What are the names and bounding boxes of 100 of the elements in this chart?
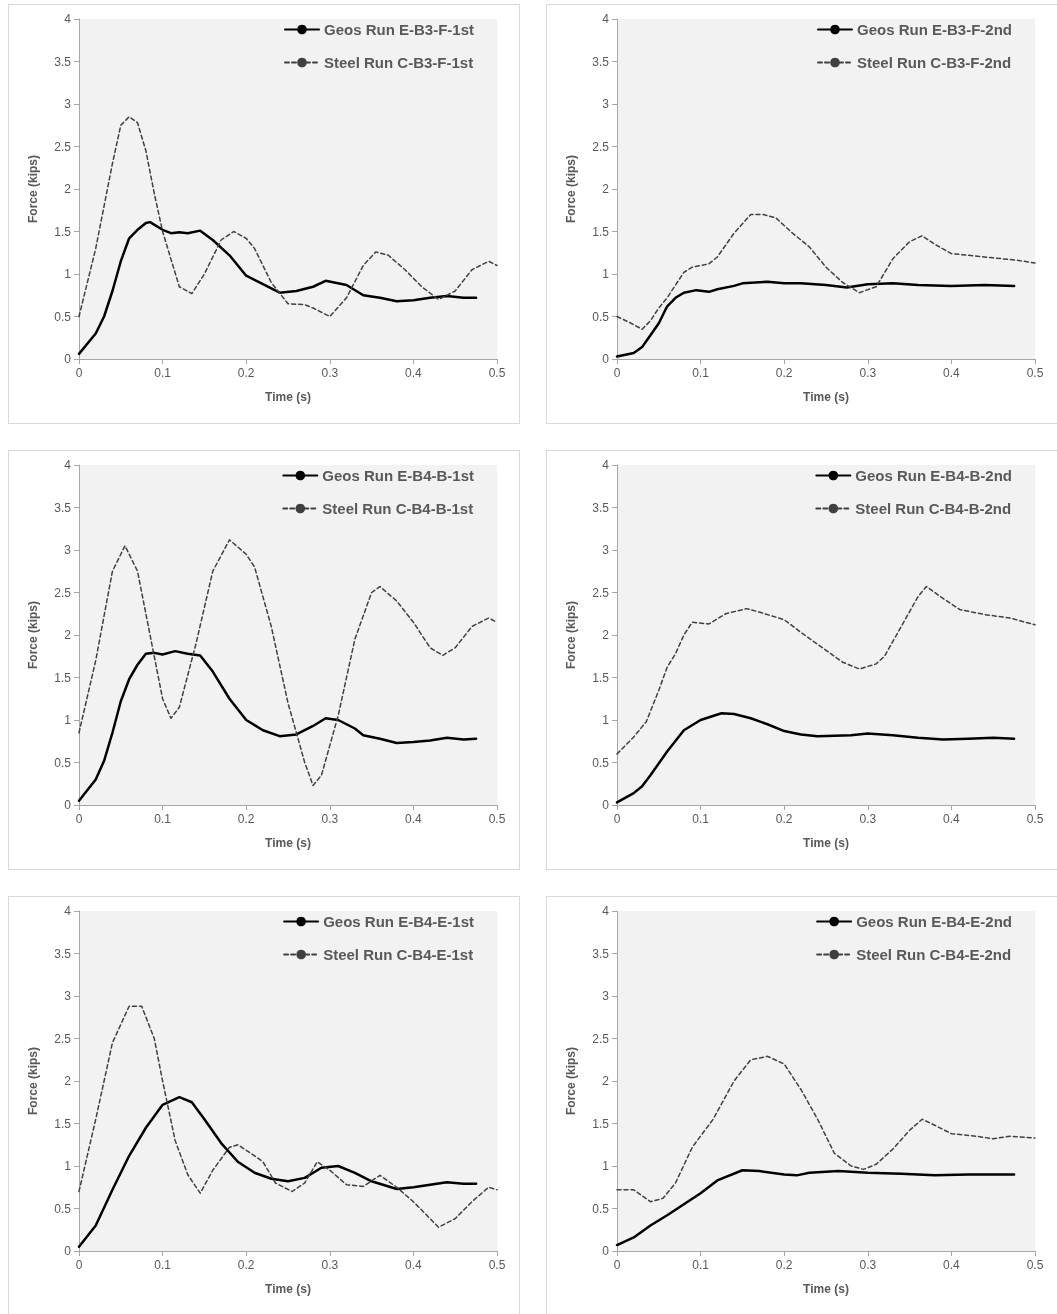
x-tick-label: 0	[613, 812, 621, 826]
x-tick-label: 0.1	[692, 366, 710, 380]
y-axis-title: Force (kips)	[564, 154, 578, 224]
y-tick-label: 3	[64, 97, 72, 111]
x-tick-label: 0.3	[321, 812, 339, 826]
y-tick-label: 0	[64, 1244, 72, 1258]
y-tick-label: 1.5	[592, 224, 610, 239]
y-tick-label: 4	[64, 12, 72, 26]
y-tick-label: 1	[602, 1159, 610, 1173]
x-tick-label: 0.1	[692, 1258, 710, 1272]
legend-label: Steel Run C-B4-B-2nd	[855, 500, 1012, 517]
x-tick-label: 0	[75, 366, 83, 380]
y-tick-label: 2.5	[592, 1031, 610, 1046]
y-tick-label: 0	[64, 352, 72, 366]
line-series	[77, 220, 478, 356]
line-series	[77, 649, 478, 802]
legend-label: Steel Run C-B4-E-1st	[323, 946, 474, 963]
line-series	[615, 1169, 1016, 1247]
y-tick-label: 0.5	[592, 755, 610, 770]
line-series	[616, 213, 1036, 330]
y-tick-label: 1	[602, 267, 610, 281]
x-tick-label: 0.1	[692, 812, 710, 826]
y-tick-label: 4	[64, 904, 72, 918]
y-tick-label: 2	[64, 1074, 72, 1088]
y-tick-label: 2	[602, 1074, 610, 1088]
x-axis-title: Time (s)	[265, 1282, 311, 1296]
x-tick-label: 0.4	[943, 1258, 961, 1272]
y-tick-label: 1.5	[54, 1116, 72, 1131]
legend-label: Steel Run C-B4-E-2nd	[856, 946, 1012, 963]
y-tick-label: 3.5	[54, 946, 72, 961]
x-tick-label: 0	[613, 366, 621, 380]
x-tick-label: 0	[613, 1258, 621, 1272]
line-series	[78, 1005, 498, 1228]
y-tick-label: 4	[602, 12, 610, 26]
y-tick-label: 2	[602, 628, 610, 642]
y-tick-label: 3	[64, 989, 72, 1003]
x-tick-label: 0.5	[1026, 812, 1044, 826]
y-tick-label: 3.5	[54, 500, 72, 515]
y-axis-title: Force (kips)	[26, 1046, 40, 1116]
x-tick-label: 0.3	[859, 812, 877, 826]
y-tick-label: 3	[64, 543, 72, 557]
x-tick-label: 0.4	[943, 812, 961, 826]
x-tick-label: 0.2	[775, 812, 793, 826]
y-tick-label: 0.5	[54, 755, 72, 770]
x-tick-label: 0.1	[154, 812, 172, 826]
y-tick-label: 3.5	[592, 946, 610, 961]
y-tick-label: 2.5	[592, 139, 610, 154]
y-axis-title: Force (kips)	[564, 600, 578, 670]
x-tick-label: 0.5	[488, 812, 506, 826]
y-tick-label: 1	[64, 1159, 72, 1173]
x-tick-label: 0.4	[943, 366, 961, 380]
y-tick-label: 0.5	[54, 1201, 72, 1216]
x-tick-label: 0.1	[154, 366, 172, 380]
y-axis-title: Force (kips)	[26, 600, 40, 670]
x-tick-label: 0.5	[1026, 1258, 1044, 1272]
x-tick-label: 0.2	[237, 366, 255, 380]
x-tick-label: 0.2	[775, 366, 793, 380]
legend-label: Geos Run E-B4-E-2nd	[856, 913, 1013, 930]
y-tick-label: 1.5	[592, 1116, 610, 1131]
line-series	[615, 280, 1016, 358]
y-tick-label: 0.5	[54, 309, 72, 324]
x-axis-title: Time (s)	[265, 836, 311, 850]
x-tick-label: 0.5	[488, 366, 506, 380]
y-tick-label: 2	[64, 182, 72, 196]
legend-label: Geos Run E-B4-B-2nd	[855, 467, 1013, 484]
y-tick-label: 2.5	[54, 585, 72, 600]
x-tick-label: 0.1	[154, 1258, 172, 1272]
x-tick-label: 0.2	[237, 812, 255, 826]
y-tick-label: 0.5	[592, 1201, 610, 1216]
y-tick-label: 3	[602, 97, 610, 111]
y-tick-label: 0.5	[592, 309, 610, 324]
y-tick-label: 1	[64, 713, 72, 727]
legend-label: Steel Run C-B3-F-2nd	[857, 54, 1012, 71]
legend-label: Geos Run E-B4-B-1st	[322, 467, 474, 484]
y-tick-label: 0	[64, 798, 72, 812]
x-tick-label: 0.3	[321, 1258, 339, 1272]
y-tick-label: 4	[602, 904, 610, 918]
y-tick-label: 2	[602, 182, 610, 196]
y-tick-label: 0	[602, 798, 610, 812]
y-tick-label: 3.5	[54, 54, 72, 69]
y-tick-label: 2.5	[54, 1031, 72, 1046]
legend-label: Steel Run C-B3-F-1st	[323, 54, 474, 71]
x-tick-label: 0.3	[859, 1258, 877, 1272]
y-tick-label: 1	[602, 713, 610, 727]
legend-label: Geos Run E-B3-F-2nd	[857, 21, 1013, 38]
x-tick-label: 0.4	[405, 366, 423, 380]
y-tick-label: 2	[64, 628, 72, 642]
y-tick-label: 2.5	[54, 139, 72, 154]
y-tick-label: 3	[602, 989, 610, 1003]
y-tick-label: 1	[64, 267, 72, 281]
y-tick-label: 1.5	[54, 224, 72, 239]
legend-label: Steel Run C-B4-B-1st	[322, 500, 474, 517]
line-series	[78, 539, 498, 787]
y-axis-title: Force (kips)	[564, 1046, 578, 1116]
y-tick-label: 0	[602, 1244, 610, 1258]
line-series	[77, 1095, 478, 1248]
y-axis-title: Force (kips)	[26, 154, 40, 224]
x-axis-title: Time (s)	[803, 1282, 849, 1296]
y-tick-label: 4	[64, 458, 72, 472]
x-axis-title: Time (s)	[803, 390, 849, 404]
